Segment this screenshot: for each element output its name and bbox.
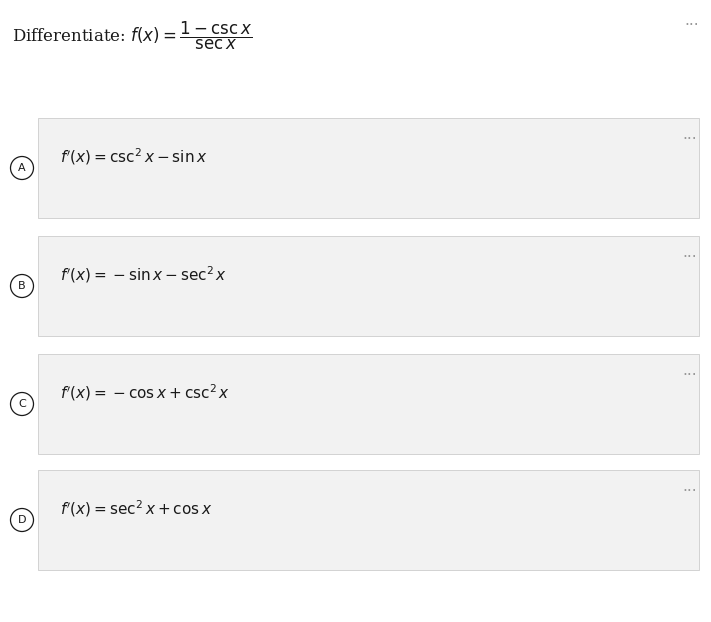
Text: ···: ··· <box>683 484 697 499</box>
Circle shape <box>11 509 33 532</box>
FancyBboxPatch shape <box>38 236 699 336</box>
Text: C: C <box>18 399 26 409</box>
Text: $f'(x) = -\sin x - \sec^2 x$: $f'(x) = -\sin x - \sec^2 x$ <box>60 264 227 285</box>
Text: $f'(x) = -\cos x + \csc^2 x$: $f'(x) = -\cos x + \csc^2 x$ <box>60 382 230 402</box>
Text: $f'(x) = \csc^2 x - \sin x$: $f'(x) = \csc^2 x - \sin x$ <box>60 146 208 167</box>
Text: ···: ··· <box>685 18 699 33</box>
Circle shape <box>11 157 33 180</box>
Text: D: D <box>18 515 26 525</box>
FancyBboxPatch shape <box>38 470 699 570</box>
Text: A: A <box>18 163 26 173</box>
Text: Differentiate: $f(x) = \dfrac{1 - \csc x}{\sec x}$: Differentiate: $f(x) = \dfrac{1 - \csc x… <box>12 20 252 52</box>
Text: B: B <box>18 281 26 291</box>
FancyBboxPatch shape <box>38 354 699 454</box>
Text: ···: ··· <box>683 368 697 383</box>
FancyBboxPatch shape <box>38 118 699 218</box>
Circle shape <box>11 274 33 297</box>
Text: $f'(x) = \sec^2 x + \cos x$: $f'(x) = \sec^2 x + \cos x$ <box>60 498 212 519</box>
Text: ···: ··· <box>683 132 697 147</box>
Text: ···: ··· <box>683 250 697 265</box>
Circle shape <box>11 392 33 415</box>
